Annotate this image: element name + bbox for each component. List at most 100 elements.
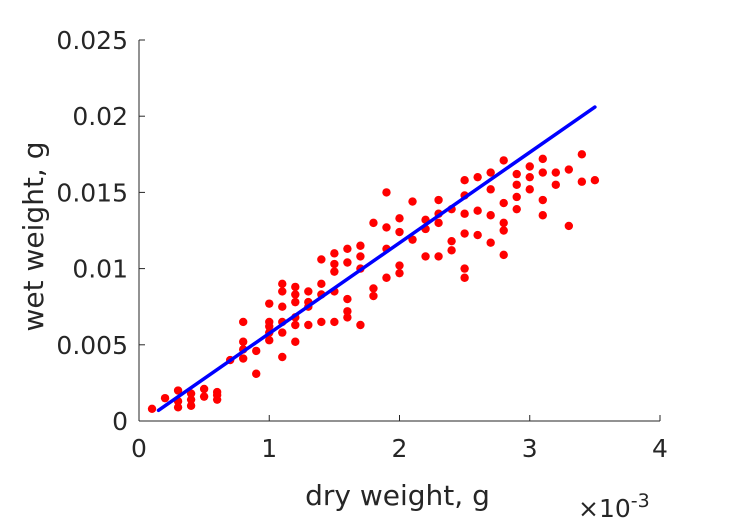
data-point	[473, 230, 482, 240]
data-point	[173, 386, 183, 395]
data-point	[186, 401, 196, 410]
tick-labels: 0 1 2 3 4 0 0.005 0.01 0.015 0.02 0.025	[56, 26, 668, 463]
data-point	[330, 259, 339, 269]
data-points	[147, 150, 600, 414]
data-point	[160, 393, 170, 403]
data-point	[369, 291, 378, 301]
data-point	[239, 317, 248, 327]
data-point	[460, 176, 469, 185]
data-point	[447, 236, 456, 246]
x-exponent-label: ×10-3	[578, 490, 650, 521]
data-point	[382, 223, 391, 232]
data-point	[343, 307, 352, 316]
x-exponent-power: -3	[631, 490, 650, 512]
data-point	[395, 227, 404, 237]
data-point	[421, 252, 430, 261]
fit-line-layer	[156, 105, 597, 413]
data-point	[278, 352, 287, 362]
data-point	[356, 241, 365, 250]
data-point	[173, 403, 183, 412]
data-point	[317, 279, 326, 289]
data-point	[499, 156, 508, 165]
data-point	[499, 226, 508, 235]
data-point	[460, 264, 469, 273]
data-point	[291, 337, 300, 346]
data-point	[499, 250, 508, 260]
y-tick-label: 0.015	[56, 178, 128, 207]
x-exponent-base: ×10	[578, 494, 631, 521]
data-point	[499, 218, 508, 228]
data-point	[577, 177, 587, 186]
data-point	[512, 204, 521, 214]
data-point	[343, 294, 352, 304]
x-tick-label: 1	[261, 434, 277, 463]
data-point	[239, 337, 248, 346]
data-point	[304, 287, 313, 296]
data-point	[317, 255, 326, 264]
data-point	[408, 197, 417, 206]
data-point	[486, 168, 495, 177]
data-point	[447, 246, 456, 255]
data-point	[512, 169, 521, 179]
data-point	[538, 168, 547, 177]
data-point	[551, 180, 560, 189]
data-point	[343, 313, 352, 322]
data-point	[512, 192, 521, 202]
data-point	[408, 235, 417, 244]
data-point	[343, 258, 352, 267]
data-point	[239, 354, 248, 363]
axes	[138, 39, 661, 422]
data-point	[525, 162, 534, 171]
data-point	[291, 282, 300, 292]
y-tick-label: 0.02	[72, 102, 128, 131]
data-point	[330, 249, 339, 258]
data-point	[317, 317, 326, 327]
data-point	[434, 252, 443, 261]
data-point	[551, 168, 560, 177]
data-point	[486, 211, 495, 220]
data-point	[186, 395, 196, 404]
data-point	[460, 229, 469, 238]
data-point	[512, 180, 521, 189]
data-point	[212, 390, 222, 400]
data-point	[538, 195, 547, 205]
data-point	[369, 218, 378, 228]
data-point	[186, 389, 196, 398]
data-point	[199, 392, 209, 401]
data-point	[460, 209, 469, 218]
data-point	[330, 317, 339, 327]
fit-line	[156, 105, 597, 413]
data-point	[278, 328, 287, 337]
data-point	[291, 290, 300, 299]
y-tick-label: 0.005	[56, 331, 128, 360]
data-point	[473, 172, 482, 182]
data-point	[265, 299, 274, 308]
data-point	[330, 267, 339, 276]
data-point	[382, 188, 391, 197]
data-point	[252, 369, 261, 378]
data-point	[278, 279, 287, 289]
y-tick-label: 0	[112, 407, 128, 436]
data-point	[538, 154, 547, 164]
data-point	[486, 185, 495, 194]
data-point	[147, 404, 157, 414]
data-point	[252, 346, 261, 356]
data-point	[538, 211, 547, 220]
data-point	[369, 284, 378, 293]
data-point	[356, 252, 365, 261]
data-point	[525, 185, 534, 194]
data-point	[473, 206, 482, 215]
data-point	[265, 336, 274, 345]
data-point	[278, 302, 287, 311]
x-tick-label: 4	[652, 434, 668, 463]
data-point	[564, 165, 574, 174]
data-point	[395, 261, 404, 270]
data-point	[577, 150, 587, 159]
data-point	[564, 221, 574, 231]
data-point	[525, 172, 534, 182]
data-point	[304, 320, 313, 330]
data-point	[291, 297, 300, 307]
y-tick-label: 0.01	[72, 255, 128, 284]
data-point	[499, 198, 508, 208]
